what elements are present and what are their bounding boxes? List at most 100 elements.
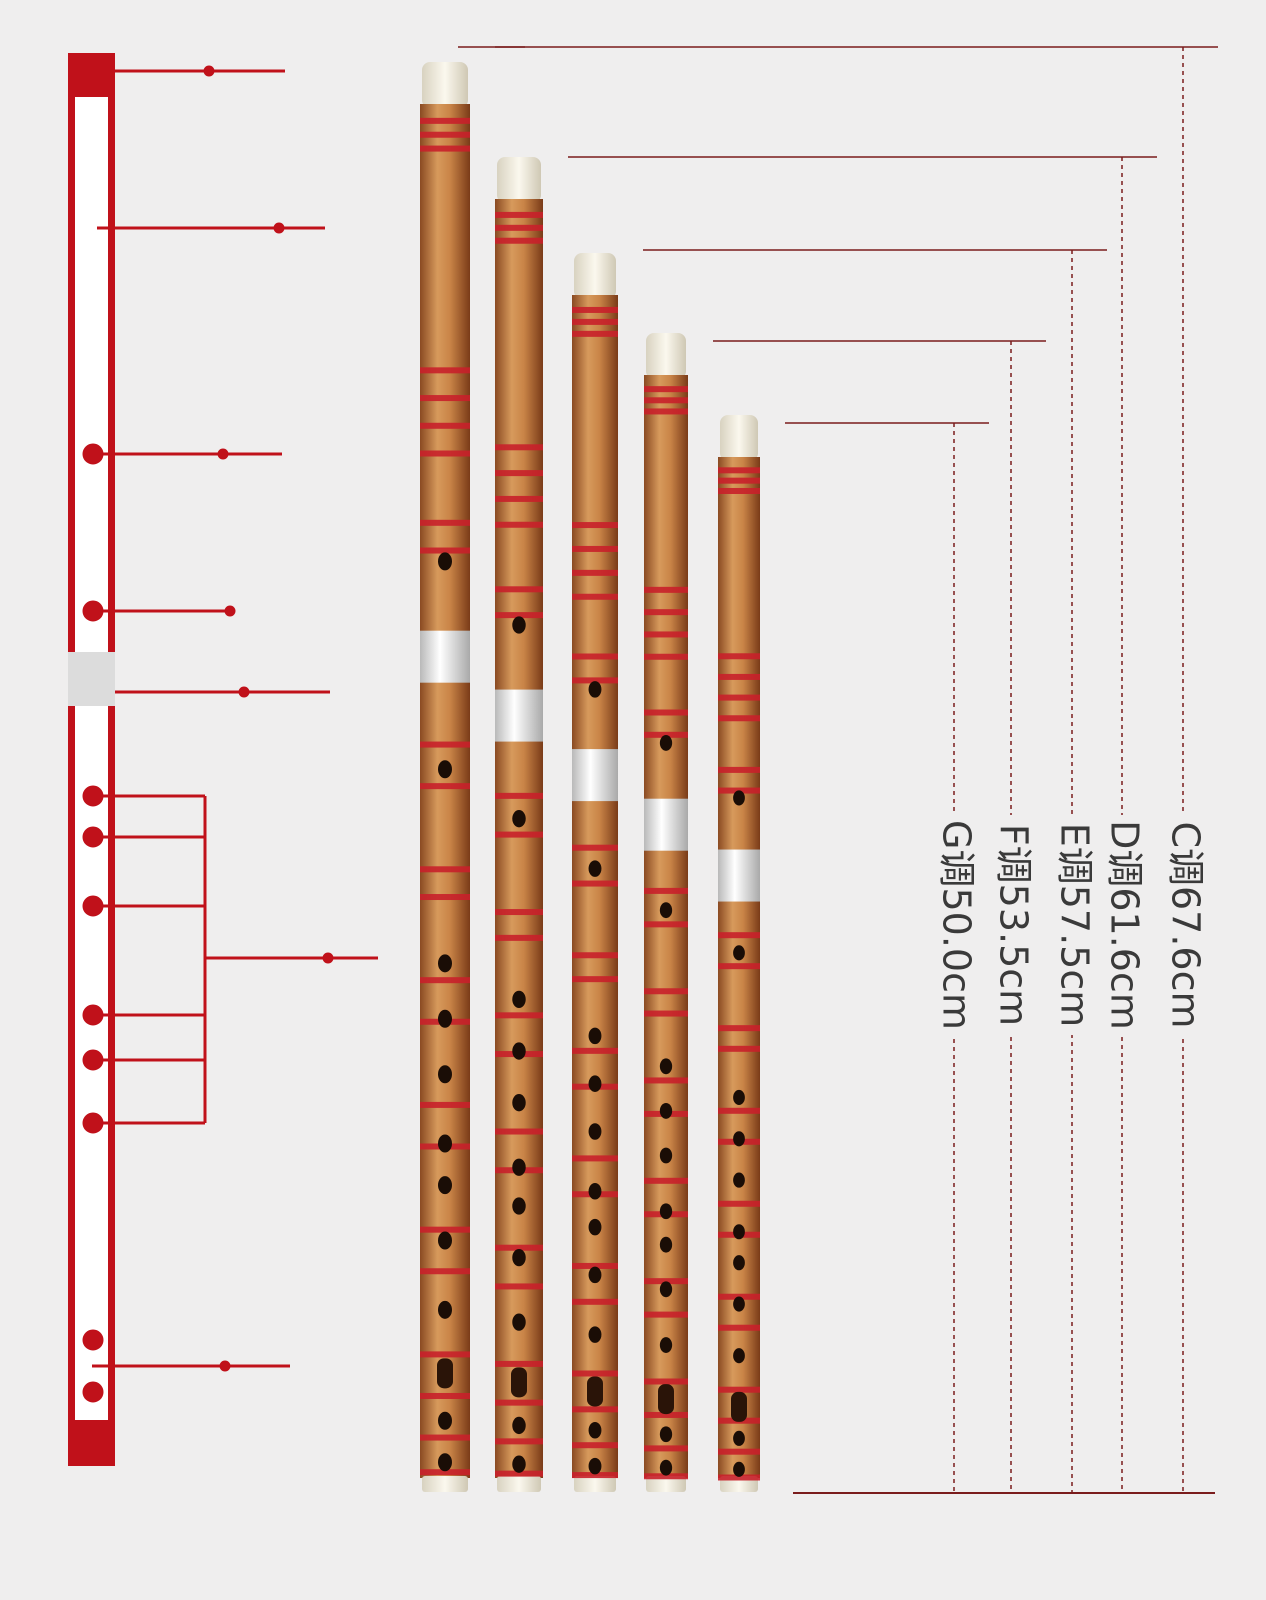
flute bbox=[644, 333, 688, 1492]
flute-band bbox=[495, 1128, 543, 1135]
flute-band bbox=[420, 1469, 470, 1476]
flute-band bbox=[420, 145, 470, 152]
flute-hole bbox=[733, 1430, 745, 1446]
flute-band bbox=[495, 1360, 543, 1367]
flute-band bbox=[420, 450, 470, 457]
flute-hole bbox=[512, 1197, 526, 1215]
flute-band bbox=[644, 609, 688, 616]
flute-band bbox=[572, 677, 618, 684]
flute-band bbox=[572, 653, 618, 660]
flute-band bbox=[644, 631, 688, 638]
flute-cap bbox=[574, 253, 616, 299]
flute-band bbox=[644, 1378, 688, 1385]
flute-band bbox=[572, 545, 618, 552]
flute-hole bbox=[588, 1075, 602, 1092]
flute-hole bbox=[733, 1224, 745, 1240]
flute-band bbox=[718, 467, 760, 474]
flute-band bbox=[644, 1411, 688, 1418]
hole-dot bbox=[82, 600, 104, 622]
flute-band bbox=[420, 1434, 470, 1441]
flute-band bbox=[572, 1370, 618, 1377]
flute-band bbox=[495, 612, 543, 619]
flute-hole bbox=[438, 1411, 452, 1430]
flute-hole bbox=[659, 1337, 673, 1353]
flute-band bbox=[644, 408, 688, 415]
flute-hole bbox=[588, 1421, 602, 1439]
flute-band bbox=[420, 519, 470, 526]
flute-band bbox=[644, 1010, 688, 1017]
flute-cap bbox=[422, 62, 468, 108]
flute-band bbox=[420, 866, 470, 873]
flute-band bbox=[644, 709, 688, 716]
flute-hole bbox=[512, 616, 526, 634]
flute-band bbox=[572, 952, 618, 959]
length-label: D调61.6cm bbox=[1103, 820, 1147, 1030]
hole-dot bbox=[82, 443, 104, 465]
flute-seal bbox=[437, 1358, 453, 1389]
length-label: F调53.5cm bbox=[992, 824, 1036, 1026]
flute-band bbox=[644, 1311, 688, 1318]
flute-seal bbox=[587, 1376, 603, 1407]
flute-hole bbox=[659, 1102, 673, 1119]
flute-joint bbox=[572, 749, 618, 802]
flute-hole bbox=[733, 1172, 745, 1188]
flute-band bbox=[495, 224, 543, 231]
flute-band bbox=[718, 673, 760, 680]
flute-hole bbox=[733, 1348, 745, 1364]
flute-band bbox=[420, 1392, 470, 1399]
flute-band bbox=[718, 932, 760, 939]
flute-hole bbox=[659, 735, 673, 751]
flute-band bbox=[572, 593, 618, 600]
flute-band bbox=[718, 1386, 760, 1393]
flute-band bbox=[572, 1472, 618, 1479]
flute-hole bbox=[733, 1461, 745, 1477]
flute-hole bbox=[512, 1313, 526, 1331]
flute-hole bbox=[733, 790, 745, 806]
flute-hole bbox=[588, 1027, 602, 1045]
label-gap bbox=[1180, 815, 1186, 1035]
flute-hole bbox=[438, 760, 452, 779]
flute-hole bbox=[512, 1416, 526, 1435]
flute-hole bbox=[659, 1147, 673, 1164]
flute-band bbox=[495, 831, 543, 838]
flute-band bbox=[572, 1262, 618, 1269]
flute-joint bbox=[644, 798, 688, 851]
flute-hole bbox=[438, 1231, 452, 1250]
flute-hole bbox=[438, 1134, 452, 1153]
flute-hole bbox=[659, 902, 673, 919]
flute-band bbox=[420, 395, 470, 402]
flute-hole bbox=[512, 1094, 526, 1112]
flute-band bbox=[644, 1445, 688, 1452]
flute-band bbox=[718, 1324, 760, 1331]
flute-hole bbox=[512, 1455, 526, 1473]
flute-band bbox=[420, 117, 470, 124]
flute-cap bbox=[497, 157, 541, 203]
flute-band bbox=[572, 522, 618, 529]
flute-band bbox=[718, 963, 760, 970]
label-gap bbox=[1008, 815, 1014, 1035]
flute-band bbox=[572, 330, 618, 337]
flute-hole bbox=[659, 1058, 673, 1075]
flute-band bbox=[495, 211, 543, 218]
flute-cap bbox=[646, 333, 686, 379]
flute-band bbox=[572, 1298, 618, 1305]
flute-hole bbox=[733, 1089, 745, 1106]
flute-band bbox=[572, 976, 618, 983]
flute-hole bbox=[438, 552, 452, 571]
flute-band bbox=[495, 1244, 543, 1251]
hole-dot bbox=[82, 1329, 104, 1351]
flute bbox=[718, 415, 760, 1492]
flute-band bbox=[495, 521, 543, 528]
flute-band bbox=[495, 1399, 543, 1406]
flute-band bbox=[572, 1047, 618, 1054]
flute-band bbox=[644, 1473, 688, 1480]
flute-hole bbox=[512, 810, 526, 828]
length-label: E调57.5cm bbox=[1053, 823, 1097, 1028]
flutes bbox=[420, 62, 760, 1492]
flute-band bbox=[644, 731, 688, 738]
flute-band bbox=[495, 1438, 543, 1445]
flute bbox=[420, 62, 470, 1492]
flute-band bbox=[420, 894, 470, 901]
flute-hole bbox=[438, 1176, 452, 1195]
